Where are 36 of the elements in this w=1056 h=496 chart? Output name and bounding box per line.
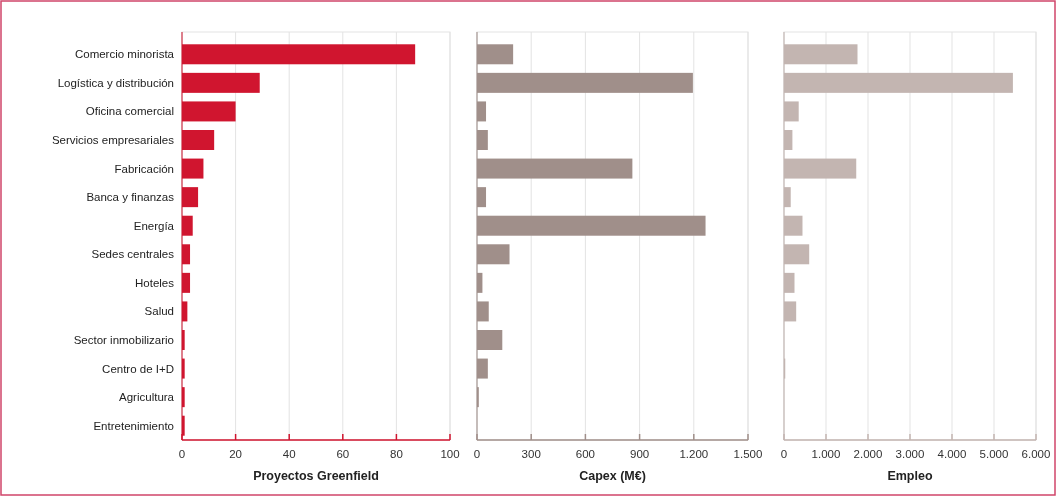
x-tick-label: 80 [390, 448, 403, 460]
y-tick-label: Servicios empresariales [51, 134, 175, 147]
y-tick-label: Energía [133, 219, 175, 232]
x-tick-label: 3.000 [895, 448, 925, 460]
y-tick-label: Banca y finanzas [86, 191, 175, 204]
x-axis-title: Capex (M€) [579, 469, 646, 483]
x-tick-label: 20 [229, 448, 242, 460]
x-axis-title: Proyectos Greenfield [253, 469, 379, 483]
x-tick-label: 1.500 [733, 448, 763, 460]
y-tick-label: Entretenimiento [93, 419, 174, 432]
x-tick-label: 0 [473, 448, 481, 460]
y-tick-label: Fabricación [114, 162, 174, 175]
y-tick-label: Agricultura [119, 391, 175, 404]
x-tick-label: 5.000 [979, 448, 1009, 460]
y-tick-label: Logística y distribución [57, 76, 174, 89]
x-tick-label: 600 [575, 448, 595, 460]
y-tick-label: Sedes centrales [91, 248, 175, 261]
x-tick-label: 1.000 [811, 448, 841, 460]
x-axis-title: Empleo [887, 469, 933, 483]
y-tick-label: Sector inmobilizario [73, 334, 174, 347]
x-tick-label: 4.000 [937, 448, 967, 460]
x-tick-label: 40 [282, 448, 296, 460]
x-tick-label: 900 [630, 448, 650, 460]
x-tick-label: 0 [178, 448, 186, 460]
x-tick-label: 60 [336, 448, 350, 460]
y-tick-label: Hoteles [135, 276, 175, 289]
x-tick-label: 100 [440, 448, 460, 460]
x-tick-label: 2.000 [853, 448, 883, 460]
y-tick-label: Centro de I+D [102, 362, 174, 375]
x-tick-label: 6.000 [1021, 448, 1051, 460]
x-tick-label: 1.200 [679, 448, 709, 460]
x-tick-label: 300 [521, 448, 541, 460]
y-tick-label: Oficina comercial [85, 105, 174, 118]
y-tick-label: Comercio minorista [74, 48, 175, 61]
x-tick-label: 0 [780, 448, 788, 460]
y-tick-label: Salud [144, 305, 174, 318]
